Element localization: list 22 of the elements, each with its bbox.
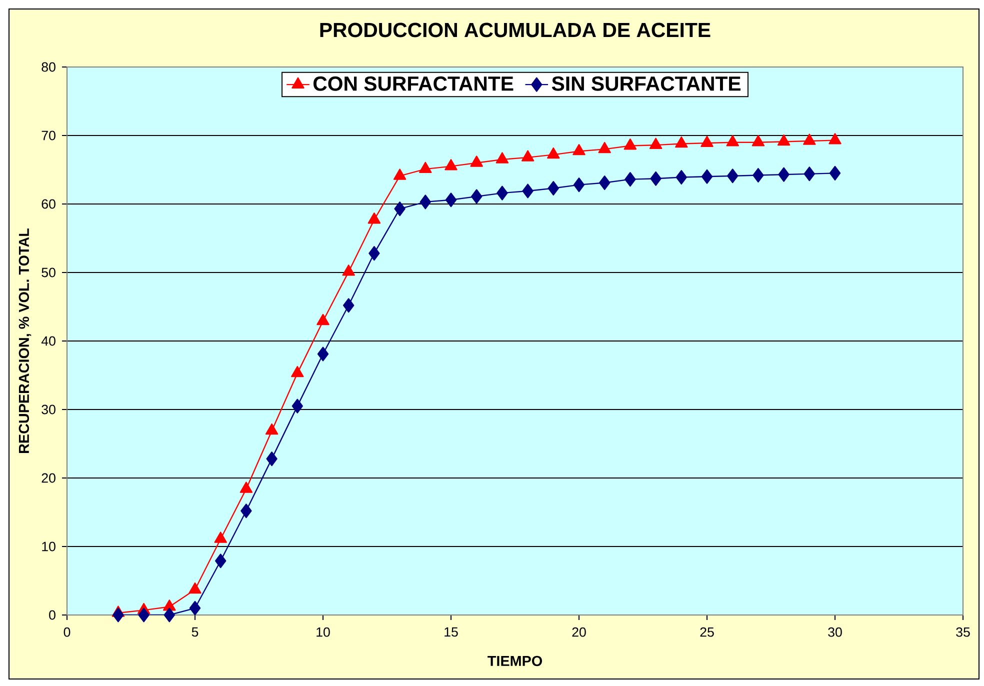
y-tick-label: 40 <box>41 336 56 346</box>
x-tick-label: 35 <box>956 627 970 637</box>
x-tick-label: 15 <box>444 627 458 637</box>
y-tick-label: 30 <box>42 404 56 414</box>
y-tick-label: 60 <box>42 199 56 209</box>
x-tick-label: 10 <box>316 627 330 637</box>
x-tick-label: 25 <box>700 627 714 637</box>
y-axis-title: RECUPERACION, % VOL. TOTAL <box>18 228 32 453</box>
legend-label: SIN SURFACTANTE <box>552 76 741 91</box>
x-tick-label: 30 <box>828 627 842 637</box>
x-tick-label: 5 <box>192 627 198 637</box>
y-tick-label: 50 <box>42 268 56 278</box>
x-tick-label: 20 <box>572 627 586 637</box>
chart-title: PRODUCCION ACUMULADA DE ACEITE <box>320 22 710 38</box>
legend-label: CON SURFACTANTE <box>313 76 514 91</box>
y-tick-label: 70 <box>42 130 56 140</box>
x-axis-title: TIEMPO <box>488 656 542 666</box>
y-tick-label: 10 <box>42 542 56 552</box>
y-tick-label: 0 <box>49 610 56 620</box>
y-tick-label: 80 <box>42 62 56 72</box>
y-tick-label: 20 <box>42 473 56 483</box>
x-tick-label: 0 <box>64 627 70 637</box>
